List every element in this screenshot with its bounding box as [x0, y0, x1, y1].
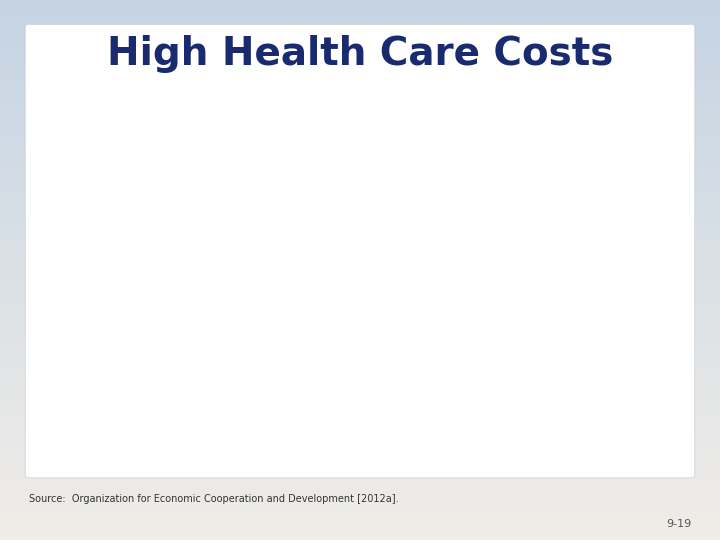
Text: France: France	[436, 433, 466, 442]
Text: Japan: Japan	[194, 433, 220, 442]
Text: Germany: Germany	[436, 390, 477, 399]
Text: Canada: Canada	[315, 433, 349, 442]
Text: United Kingdom: United Kingdom	[315, 390, 388, 399]
Text: High Health Care Costs: High Health Care Costs	[107, 35, 613, 73]
Y-axis label: Health Expenditures as Percentage of GDP: Health Expenditures as Percentage of GDP	[89, 126, 98, 306]
Text: 9-19: 9-19	[666, 519, 691, 529]
Text: United States: United States	[537, 390, 598, 399]
Text: Australia: Australia	[194, 390, 235, 399]
Text: Source:  Organization for Economic Cooperation and Development [2012a].: Source: Organization for Economic Cooper…	[29, 495, 398, 504]
X-axis label: Year: Year	[384, 373, 408, 383]
